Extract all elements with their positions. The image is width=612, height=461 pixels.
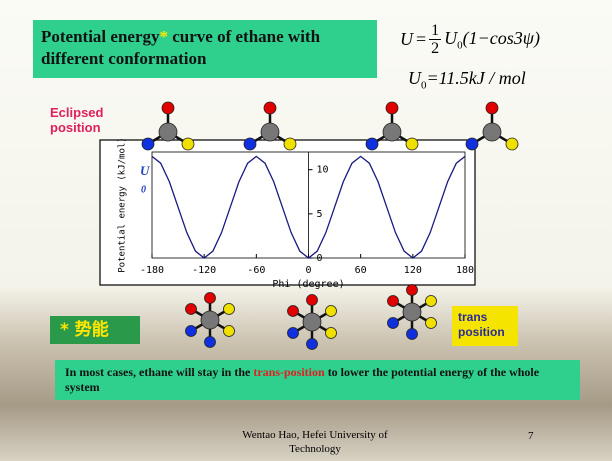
atom <box>244 138 256 150</box>
y-axis-label: Potential energy (kJ/mol) <box>118 137 128 272</box>
y-tick-label: 5 <box>317 209 323 220</box>
chart-frame <box>100 140 475 285</box>
x-tick-label: 60 <box>355 265 367 276</box>
atom <box>288 328 299 339</box>
atom <box>426 318 437 329</box>
atom <box>142 138 154 150</box>
atom <box>326 306 337 317</box>
slide: Potential energy* curve of ethane with d… <box>0 0 612 461</box>
atom <box>406 138 418 150</box>
atom <box>366 138 378 150</box>
atom <box>506 138 518 150</box>
atom <box>407 329 418 340</box>
atom <box>388 296 399 307</box>
chart: -180-120-600601201800510Phi (degree)Pote… <box>0 0 612 461</box>
atom <box>326 328 337 339</box>
annotation-main: U <box>140 163 150 178</box>
y-tick-label: 0 <box>317 253 323 264</box>
atom <box>261 123 279 141</box>
atom <box>303 313 321 331</box>
atom <box>205 337 216 348</box>
x-axis-label: Phi (degree) <box>272 279 344 290</box>
atom <box>201 311 219 329</box>
atom <box>284 138 296 150</box>
atom <box>386 102 398 114</box>
atom <box>383 123 401 141</box>
atom <box>264 102 276 114</box>
atom <box>403 303 421 321</box>
atom <box>224 326 235 337</box>
x-tick-label: -120 <box>192 265 216 276</box>
x-tick-label: -60 <box>247 265 265 276</box>
atom <box>224 304 235 315</box>
x-tick-label: 120 <box>404 265 422 276</box>
atom <box>288 306 299 317</box>
atom <box>182 138 194 150</box>
atom <box>466 138 478 150</box>
y-tick-label: 10 <box>317 165 329 176</box>
x-tick-label: -180 <box>140 265 164 276</box>
atom <box>159 123 177 141</box>
annotation-sub: 0 <box>141 184 146 195</box>
atom <box>307 295 318 306</box>
x-tick-label: 180 <box>456 265 474 276</box>
x-tick-label: 0 <box>305 265 311 276</box>
atom <box>388 318 399 329</box>
atom <box>205 293 216 304</box>
atom <box>407 285 418 296</box>
atom <box>186 304 197 315</box>
atom <box>307 339 318 350</box>
atom <box>483 123 501 141</box>
atom <box>486 102 498 114</box>
atom <box>426 296 437 307</box>
atom <box>162 102 174 114</box>
annotation: U <box>140 163 150 178</box>
atom <box>186 326 197 337</box>
